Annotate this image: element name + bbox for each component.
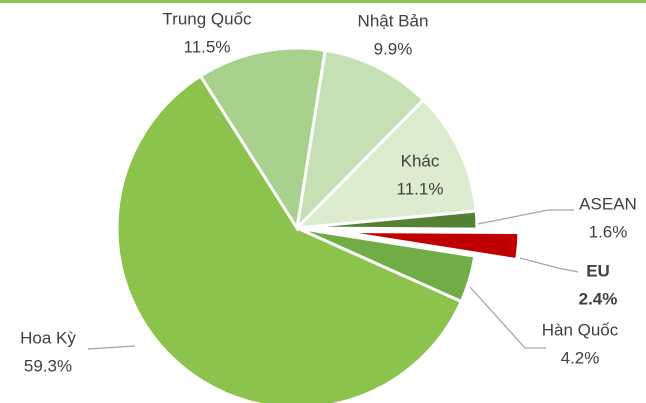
value-label: 11.1%	[397, 179, 444, 198]
value-label: 9.9%	[374, 39, 413, 58]
leader-line	[477, 209, 574, 225]
pie-slice	[338, 229, 521, 262]
pie	[115, 46, 521, 403]
value-label: 4.2%	[561, 348, 600, 367]
leader-line	[469, 286, 546, 349]
slice-label: Hàn Quốc	[542, 320, 619, 339]
value-label: 11.5%	[184, 37, 231, 56]
value-label: 1.6%	[589, 222, 628, 241]
value-label: 59.3%	[24, 356, 72, 375]
slice-label: Hoa Kỳ	[20, 328, 76, 347]
slice-label: Trung Quốc	[162, 9, 252, 28]
slice-label: Khác	[401, 151, 440, 170]
slice-label: ASEAN	[579, 194, 637, 213]
pie-slice	[296, 209, 479, 231]
labels: Nhật Bản 9.9% Khác 11.1% ASEAN 1.6% EU 2.4% Hàn …	[20, 9, 637, 375]
pie-slice	[115, 73, 464, 403]
leader-line	[87, 345, 136, 350]
slice-label: Nhật Bản	[358, 11, 429, 30]
pie-slice	[198, 46, 327, 233]
slice-label: EU	[586, 261, 610, 280]
pie-slice	[294, 48, 426, 233]
value-label: 2.4%	[579, 289, 618, 308]
leader-line	[519, 257, 579, 273]
top-rule	[0, 0, 646, 3]
pie-slice	[293, 97, 478, 230]
